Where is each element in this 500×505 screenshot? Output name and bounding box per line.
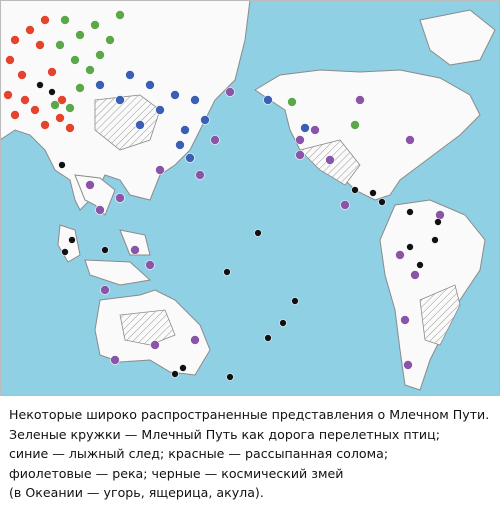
caption: Некоторые широко распространенные предст… (9, 405, 499, 503)
caption-line: синие — лыжный след; красные — рассыпанн… (9, 446, 389, 462)
caption-line: фиолетовые — река; черные — космический … (9, 465, 344, 481)
map (0, 0, 500, 396)
land (0, 0, 496, 391)
caption-line: Зеленые кружки — Млечный Путь как дорога… (9, 426, 440, 442)
markers (3, 10, 445, 381)
caption-line: (в Океании — угорь, ящерица, акула). (9, 485, 264, 501)
caption-line: Некоторые широко распространенные предст… (9, 407, 490, 422)
